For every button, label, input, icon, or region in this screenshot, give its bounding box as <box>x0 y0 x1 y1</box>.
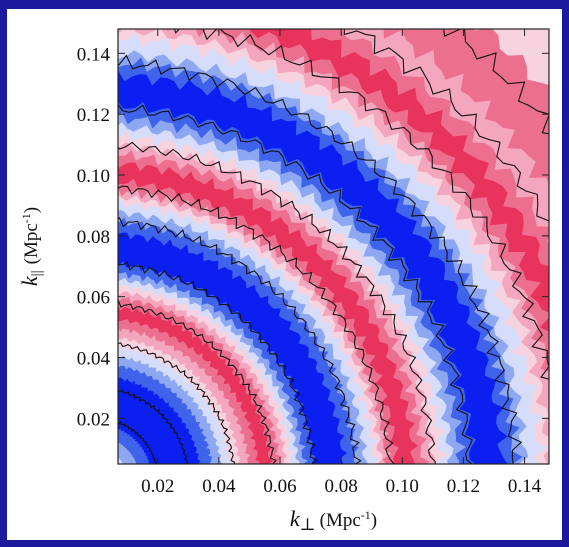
contour-band-pale_blue <box>118 457 124 464</box>
y-tick-label: 0.08 <box>77 227 110 248</box>
x-axis-ticks: 0.02 0.04 0.06 0.08 0.10 0.12 0.14 <box>141 29 542 497</box>
x-axis-label-symbol: k <box>290 506 301 531</box>
y-tick-label: 0.06 <box>77 288 110 309</box>
contour-bands <box>118 29 549 464</box>
contour-line <box>443 29 549 135</box>
x-tick-label: 0.06 <box>263 476 296 497</box>
y-axis-label-symbol: k <box>17 275 42 286</box>
contour-line <box>118 389 189 464</box>
contour-line <box>118 185 395 464</box>
y-tick-label: 0.02 <box>77 409 110 430</box>
contour-line <box>118 103 473 464</box>
x-axis-label-unit-close: ) <box>371 510 377 531</box>
contour-line <box>343 29 549 222</box>
y-tick-label: 0.04 <box>77 349 111 370</box>
y-axis-label-unit: (Mpc <box>21 223 42 264</box>
y-axis-label-unit-exp: -1 <box>19 213 33 223</box>
contour-lines <box>118 29 549 464</box>
contour-line <box>118 217 362 464</box>
y-axis-label-subscript: || <box>29 270 45 276</box>
y-tick-label: 0.10 <box>77 166 110 187</box>
contour-line <box>118 141 436 464</box>
y-axis-label: k|| (Mpc-1) <box>17 207 45 286</box>
x-axis-label: k⊥ (Mpc-1) <box>290 506 377 534</box>
contour-line <box>118 261 319 464</box>
y-axis-ticks: 0.02 0.04 0.06 0.08 0.10 0.12 0.14 <box>77 44 549 430</box>
contour-chart: 0.02 0.04 0.06 0.08 0.10 0.12 0.14 0.020.040.0… <box>17 28 550 534</box>
contour-line <box>118 300 277 464</box>
y-tick-label: 0.12 <box>77 105 110 126</box>
contour-line <box>173 29 549 409</box>
x-tick-label: 0.08 <box>325 476 358 497</box>
x-tick-label: 0.02 <box>141 476 174 497</box>
x-tick-label: 0.10 <box>386 476 419 497</box>
y-axis-label-unit-close: ) <box>21 207 42 213</box>
x-axis-label-unit: (Mpc <box>320 510 361 531</box>
chart-frame: 0.02 0.04 0.06 0.08 0.10 0.12 0.14 0.02 0.04 0.0… <box>7 9 562 540</box>
x-tick-label: 0.04 <box>202 476 236 497</box>
x-axis-label-unit-exp: -1 <box>361 508 371 522</box>
x-tick-label: 0.12 <box>447 476 480 497</box>
x-tick-label: 0.14 <box>508 476 542 497</box>
x-axis-label-subscript: ⊥ <box>300 515 316 534</box>
contour-line <box>118 54 523 464</box>
contour-band-light_blue <box>118 441 137 464</box>
y-tick-label: 0.14 <box>77 44 111 65</box>
contour-line <box>118 342 236 464</box>
plot-border <box>117 28 550 465</box>
contour-line <box>118 421 157 464</box>
